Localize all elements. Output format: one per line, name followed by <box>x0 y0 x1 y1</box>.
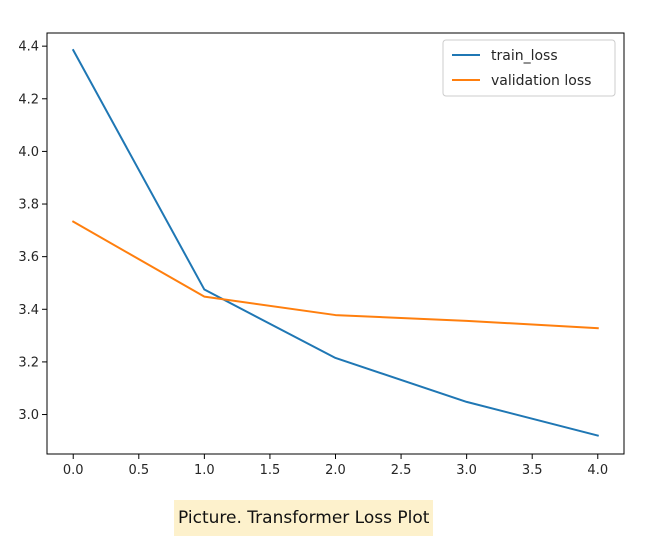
y-tick-label: 3.4 <box>18 303 39 318</box>
plot-lines <box>71 48 599 437</box>
y-axis: 3.0 3.2 3.4 3.6 3.8 4.0 4.2 4.4 <box>18 40 47 423</box>
x-tick-label: 0.5 <box>128 463 149 478</box>
loss-chart: 0.0 0.5 1.0 1.5 2.0 2.5 3.0 3.5 4.0 3.0 3.2 3.4 3.6… <box>18 32 625 478</box>
series-line-validation-loss <box>71 220 599 330</box>
figure-caption: Picture. Transformer Loss Plot <box>174 500 434 536</box>
y-tick-label: 3.6 <box>18 250 39 265</box>
x-tick-label: 0.0 <box>63 463 84 478</box>
y-tick-label: 4.4 <box>18 40 39 55</box>
x-tick-label: 4.0 <box>587 463 608 478</box>
y-tick-label: 3.0 <box>18 408 39 423</box>
x-tick-label: 2.5 <box>391 463 412 478</box>
y-tick-label: 3.2 <box>18 355 39 370</box>
legend-label-validation-loss: validation loss <box>491 73 591 89</box>
legend-label-train-loss: train_loss <box>491 48 558 64</box>
x-tick-label: 3.0 <box>456 463 477 478</box>
x-tick-label: 3.5 <box>522 463 543 478</box>
x-tick-label: 1.0 <box>194 463 215 478</box>
legend: train_loss validation loss <box>442 39 616 97</box>
x-axis: 0.0 0.5 1.0 1.5 2.0 2.5 3.0 3.5 4.0 <box>63 454 608 478</box>
y-tick-label: 4.0 <box>18 145 39 160</box>
x-tick-label: 2.0 <box>325 463 346 478</box>
y-tick-label: 4.2 <box>18 92 39 107</box>
y-tick-label: 3.8 <box>18 198 39 213</box>
legend-box <box>442 39 616 97</box>
series-line-train-loss <box>71 48 599 437</box>
x-tick-label: 1.5 <box>260 463 281 478</box>
